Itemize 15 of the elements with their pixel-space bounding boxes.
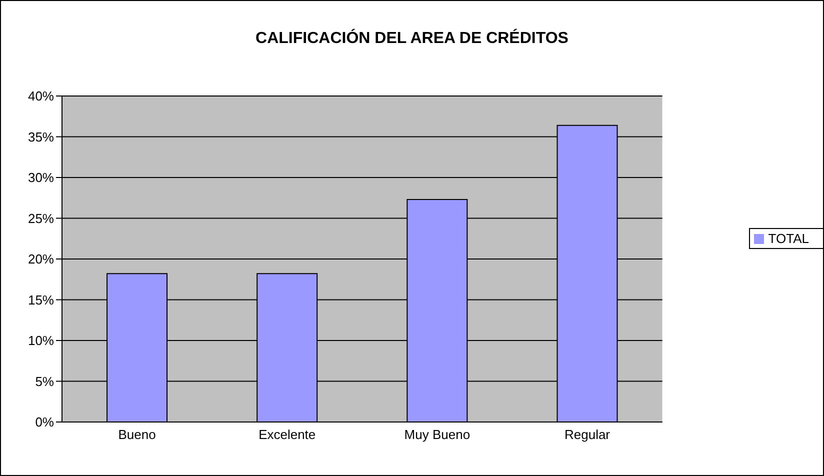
y-tick-label: 10% [28,333,54,348]
x-tick-label: Muy Bueno [404,427,470,442]
x-tick-label: Bueno [118,427,156,442]
y-tick-label: 25% [28,210,54,226]
y-tick-label: 20% [28,252,54,267]
x-tick-label: Excelente [258,427,316,442]
y-tick-label: 35% [28,129,54,144]
y-tick-label: 30% [28,170,54,186]
y-tick-label: 5% [35,374,54,389]
y-tick-label: 0% [35,414,54,430]
y-tick-label: 40% [28,88,54,104]
chart-title: CALIFICACIÓN DEL AREA DE CRÉDITOS [254,30,570,48]
legend-label: TOTAL [768,230,809,246]
y-tick-label: 15% [28,292,54,308]
x-tick-label: Regular [564,427,611,442]
